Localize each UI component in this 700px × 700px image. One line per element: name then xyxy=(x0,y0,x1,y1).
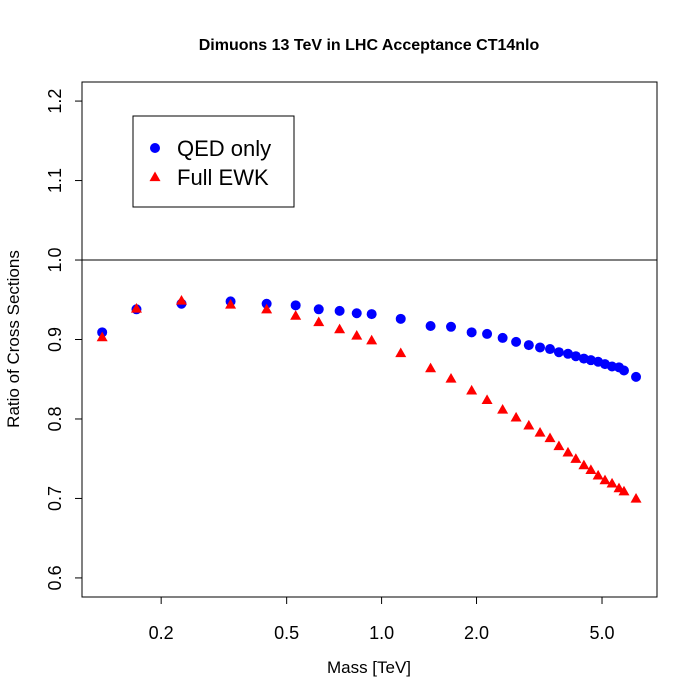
circle-marker xyxy=(150,143,160,153)
triangle-marker xyxy=(334,323,346,334)
triangle-marker xyxy=(445,372,457,383)
triangle-marker xyxy=(534,426,546,437)
triangle-marker xyxy=(466,384,478,395)
x-tick-label: 1.0 xyxy=(369,623,394,643)
circle-marker xyxy=(482,328,493,339)
triangle-marker xyxy=(366,334,378,345)
triangle-marker xyxy=(630,492,642,503)
legend-label: Full EWK xyxy=(177,165,269,190)
circle-marker xyxy=(497,332,508,343)
circle-marker xyxy=(523,340,534,351)
circle-marker xyxy=(395,313,406,324)
triangle-marker xyxy=(225,299,237,309)
triangle-marker xyxy=(395,347,407,358)
x-tick-label: 5.0 xyxy=(590,623,615,643)
circle-marker xyxy=(261,298,272,309)
circle-marker xyxy=(511,336,522,347)
y-tick-label: 1.2 xyxy=(45,89,65,114)
triangle-marker xyxy=(149,171,161,182)
triangle-marker xyxy=(497,403,509,414)
legend-label: QED only xyxy=(177,136,271,161)
triangle-marker xyxy=(351,330,363,340)
triangle-marker xyxy=(175,295,187,305)
circle-marker xyxy=(466,327,477,338)
y-tick-label: 0.6 xyxy=(45,565,65,590)
x-axis-label: Mass [TeV] xyxy=(327,658,411,677)
triangle-marker xyxy=(553,440,565,451)
circle-marker xyxy=(631,371,642,382)
triangle-marker xyxy=(544,432,556,443)
triangle-marker xyxy=(592,469,604,480)
y-tick-label: 1.1 xyxy=(45,168,65,193)
circle-marker xyxy=(618,365,629,376)
triangle-marker xyxy=(313,316,325,327)
triangle-marker xyxy=(578,459,590,470)
circle-marker xyxy=(351,308,362,319)
triangle-marker xyxy=(585,464,597,474)
chart-title: Dimuons 13 TeV in LHC Acceptance CT14nlo xyxy=(199,37,540,54)
y-tick-label: 0.9 xyxy=(45,327,65,352)
triangle-marker xyxy=(606,477,618,488)
y-tick-label: 0.7 xyxy=(45,486,65,511)
circle-marker xyxy=(334,305,345,316)
y-tick-label: 1.0 xyxy=(45,248,65,273)
circle-marker xyxy=(313,304,324,315)
circle-marker xyxy=(535,342,546,353)
x-tick-label: 0.2 xyxy=(149,623,174,643)
circle-marker xyxy=(366,309,377,320)
circle-marker xyxy=(290,300,301,311)
circle-marker xyxy=(446,321,457,332)
triangle-marker xyxy=(96,331,108,342)
circle-marker xyxy=(553,347,564,358)
triangle-marker xyxy=(599,474,611,485)
x-tick-label: 2.0 xyxy=(464,623,489,643)
legend-box xyxy=(132,115,295,208)
triangle-marker xyxy=(510,411,522,422)
triangle-marker xyxy=(570,453,582,463)
triangle-marker xyxy=(261,303,273,314)
triangle-marker xyxy=(618,485,630,496)
y-axis-label: Ratio of Cross Sections xyxy=(4,250,23,428)
triangle-marker xyxy=(481,394,493,405)
triangle-marker xyxy=(425,362,437,373)
triangle-marker xyxy=(290,310,302,320)
y-tick-label: 0.8 xyxy=(45,406,65,431)
circle-marker xyxy=(562,348,573,359)
triangle-marker xyxy=(562,446,574,457)
triangle-marker xyxy=(523,419,535,430)
circle-marker xyxy=(570,351,581,362)
x-tick-label: 0.5 xyxy=(274,623,299,643)
circle-marker xyxy=(425,320,436,331)
circle-marker xyxy=(545,344,556,355)
triangle-marker xyxy=(130,303,142,313)
